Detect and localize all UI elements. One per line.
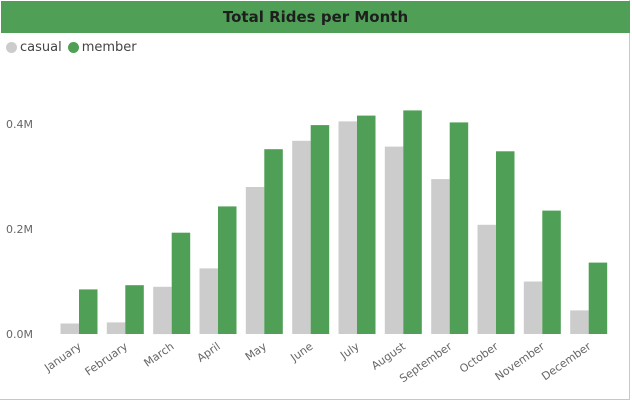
bar-member-march[interactable] <box>171 232 191 334</box>
bar-member-may[interactable] <box>264 149 283 334</box>
y-tick-label: 0.4M <box>6 118 33 131</box>
x-tick-label-december: December <box>539 340 594 384</box>
x-tick-label-june: June <box>288 340 316 365</box>
bar-casual-june[interactable] <box>292 140 311 334</box>
bar-member-june[interactable] <box>310 125 330 334</box>
x-tick-label-february: February <box>83 340 131 379</box>
y-tick-label: 0.0M <box>6 328 33 341</box>
bar-casual-february[interactable] <box>106 322 126 334</box>
x-tick-label-september: September <box>397 340 455 386</box>
legend-dot-member <box>67 42 79 53</box>
chart-legend: casual member <box>6 40 143 55</box>
legend-item-member[interactable]: member <box>67 40 137 55</box>
bar-member-august[interactable] <box>403 110 422 335</box>
chart-title-bar: Total Rides per Month <box>1 1 630 33</box>
legend-label-casual: casual <box>20 40 62 55</box>
bar-casual-march[interactable] <box>153 286 172 335</box>
legend-dot-casual <box>6 42 17 53</box>
x-tick-label-march: March <box>141 340 176 370</box>
bar-member-october[interactable] <box>496 151 515 334</box>
bar-member-april[interactable] <box>218 206 237 334</box>
x-tick-label-april: April <box>195 340 223 365</box>
chart-title: Total Rides per Month <box>222 8 409 26</box>
legend-label-member: member <box>81 40 137 55</box>
bar-member-january[interactable] <box>79 289 98 334</box>
x-tick-label-august: August <box>369 339 409 372</box>
bar-member-december[interactable] <box>588 262 608 334</box>
bar-member-november[interactable] <box>542 210 561 334</box>
bar-casual-august[interactable] <box>384 146 404 334</box>
x-tick-label-january: January <box>41 340 84 375</box>
legend-item-casual[interactable]: casual <box>6 40 62 55</box>
bar-casual-january[interactable] <box>60 323 80 335</box>
bar-casual-october[interactable] <box>477 224 497 334</box>
bar-casual-september[interactable] <box>431 179 450 334</box>
x-tick-label-november: November <box>493 340 548 384</box>
bar-member-february[interactable] <box>125 285 144 334</box>
bar-casual-april[interactable] <box>199 268 219 334</box>
bar-member-july[interactable] <box>357 115 376 334</box>
x-tick-label-july: July <box>337 340 362 363</box>
bar-member-september[interactable] <box>449 122 469 335</box>
bar-casual-november[interactable] <box>523 281 543 335</box>
bar-casual-may[interactable] <box>245 187 265 334</box>
bar-casual-july[interactable] <box>338 121 358 335</box>
bar-casual-december[interactable] <box>570 310 589 334</box>
y-tick-label: 0.2M <box>6 223 33 236</box>
x-tick-label-may: May <box>243 340 269 364</box>
